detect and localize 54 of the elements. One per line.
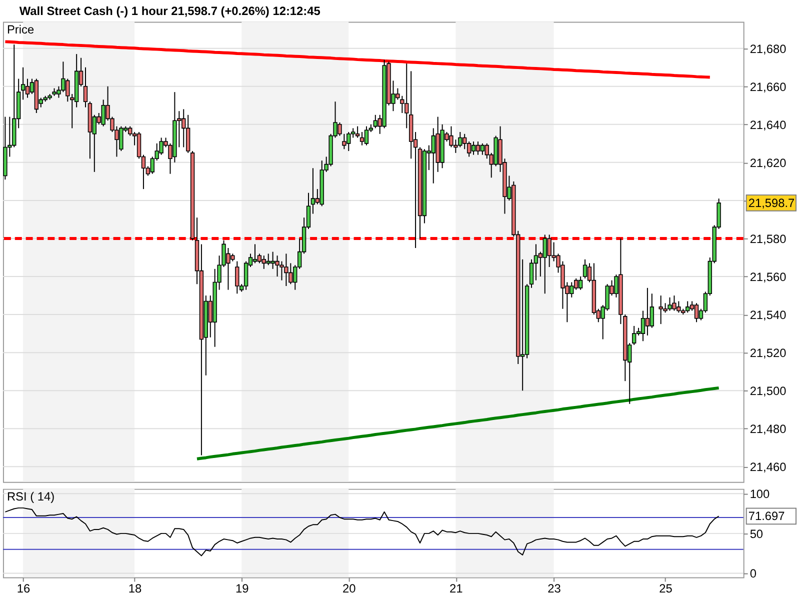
candlestick — [578, 276, 583, 290]
candlestick — [244, 260, 248, 290]
candlestick — [364, 126, 369, 146]
x-tick-label: 25 — [659, 582, 673, 596]
chart-title: Wall Street Cash (-) 1 hour 21,598.7 (+0.26%) 12:12:45 — [19, 4, 321, 18]
x-tick-label: 21 — [450, 582, 464, 596]
y-tick-label: 21,540 — [750, 308, 787, 322]
line-series — [4, 507, 720, 556]
y-tick-label: 21,680 — [750, 42, 787, 56]
candlestick — [25, 78, 30, 98]
candlestick — [632, 325, 636, 346]
y-tick-label: 21,640 — [750, 118, 787, 132]
y-axis-title: Price — [6, 22, 34, 37]
y-tick-label: 21,580 — [750, 232, 787, 246]
x-tick-label: 16 — [16, 582, 31, 596]
y-axis-title: RSI ( 14) — [6, 490, 55, 504]
y-tick-label: 50 — [750, 526, 764, 541]
y-tick-label: 21,480 — [750, 422, 787, 436]
candlestick — [20, 66, 26, 100]
candlestick — [466, 141, 472, 158]
candlestick — [360, 132, 364, 146]
text: 21,598.7 — [748, 196, 796, 210]
candlestick — [529, 258, 534, 288]
x-tick-label: 20 — [342, 582, 356, 596]
x-tick-label: 19 — [235, 582, 250, 596]
candlestick — [471, 141, 476, 156]
candlestick — [645, 287, 650, 336]
x-tick-label: 18 — [128, 582, 142, 596]
candlestick — [186, 114, 190, 154]
line-series — [196, 386, 720, 460]
candlestick — [83, 66, 88, 108]
line-series — [4, 40, 712, 79]
candlestick — [310, 168, 316, 214]
candlestick — [694, 302, 699, 323]
candlestick — [235, 260, 240, 294]
candlestick — [476, 141, 480, 156]
candlestick — [582, 258, 588, 279]
y-tick-label: 21,560 — [750, 270, 787, 284]
candlestick — [252, 244, 258, 264]
candlestick — [650, 293, 654, 328]
y-tick-label: 21,520 — [750, 346, 787, 360]
y-tick-label: 0 — [750, 566, 757, 581]
y-tick-label: 21,500 — [750, 384, 787, 398]
y-tick-label: 21,460 — [750, 460, 787, 474]
candlestick — [534, 244, 538, 281]
y-tick-label: 21,620 — [750, 156, 787, 170]
text: 71.697 — [748, 509, 786, 524]
candlestick — [480, 142, 485, 156]
y-tick-label: 100 — [750, 487, 770, 502]
x-tick-label: 23 — [548, 582, 562, 596]
y-tick-label: 21,660 — [750, 80, 787, 94]
candlestick — [257, 253, 262, 264]
candlestick — [640, 310, 646, 342]
candlestick — [355, 126, 360, 138]
